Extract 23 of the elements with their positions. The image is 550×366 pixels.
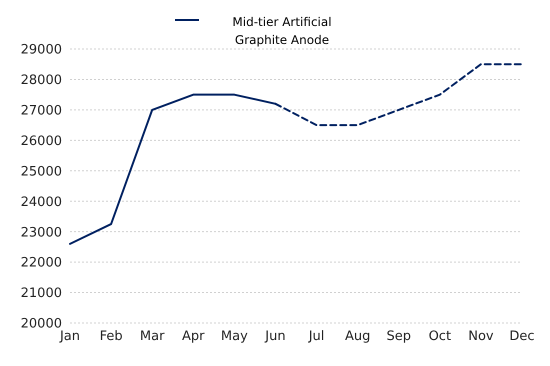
y-tick-label: 21000 — [20, 286, 62, 302]
x-tick-label: Dec — [509, 329, 535, 344]
y-tick-label: 23000 — [20, 225, 62, 240]
y-tick-label: 25000 — [20, 164, 62, 180]
x-tick-label: Apr — [182, 329, 206, 344]
y-tick-label: 26000 — [20, 134, 62, 149]
x-tick-label: Mar — [140, 329, 166, 344]
y-tick-label: 28000 — [20, 73, 62, 88]
x-tick-label: Jul — [308, 329, 324, 344]
y-tick-label: 29000 — [20, 42, 62, 58]
x-tick-label: Feb — [100, 329, 123, 344]
x-tick-label: Jan — [58, 329, 80, 344]
x-tick-label: Oct — [428, 329, 452, 344]
y-tick-label: 24000 — [20, 194, 62, 210]
x-tick-label: May — [220, 329, 248, 344]
y-tick-label: 22000 — [20, 256, 62, 271]
x-tick-label: Nov — [468, 329, 494, 344]
text: Mid-tier Artificial Graphite Anode — [231, 14, 333, 49]
x-tick-label: Aug — [344, 329, 370, 344]
y-tick-label: 20000 — [20, 316, 62, 332]
x-tick-label: Sep — [386, 329, 411, 344]
x-tick-label: Jun — [264, 329, 286, 344]
y-tick-label: 27000 — [20, 104, 62, 119]
